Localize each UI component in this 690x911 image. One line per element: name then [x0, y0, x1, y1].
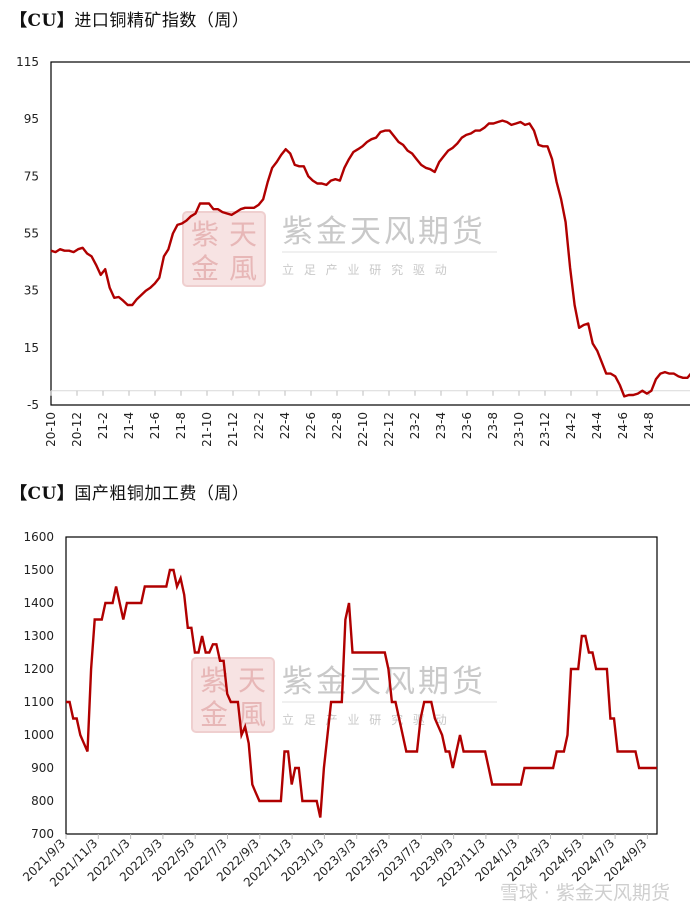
x-tick-label: 21-12 [226, 412, 240, 447]
y-tick-label: 115 [16, 55, 39, 69]
y-tick-label: 800 [31, 794, 54, 808]
x-tick-label: 23-6 [460, 412, 474, 439]
chart1-series-line [50, 119, 690, 398]
brand-watermark: 紫金天风期货 [282, 664, 486, 700]
x-tick-label: 21-10 [200, 412, 214, 447]
y-tick-label: 15 [24, 341, 39, 355]
plot-frame [50, 61, 690, 406]
svg-text:天: 天 [238, 664, 266, 697]
plot-frame [65, 536, 658, 835]
chart1-title-bracket: 【CU】 [10, 11, 75, 31]
x-tick-label: 22-6 [304, 412, 318, 439]
y-tick-label: 1500 [23, 563, 54, 577]
y-tick-label: 75 [24, 169, 39, 183]
x-tick-label: 23-4 [434, 412, 448, 439]
svg-text:紫: 紫 [191, 218, 219, 251]
svg-text:風: 風 [229, 252, 257, 285]
chart1-title: 【CU】进口铜精矿指数（周） [10, 6, 249, 31]
svg-text:金: 金 [200, 698, 228, 731]
chart1-plot: 紫天金 風紫金天风期货立 足 产 业 研 究 驱 动 -5 15 35 55 75 95 11… [16, 55, 690, 447]
y-tick-label: 1200 [23, 662, 54, 676]
chart2-series-line [66, 568, 657, 818]
y-tick-label: 1600 [23, 530, 54, 544]
y-tick-label: -5 [27, 398, 39, 412]
x-tick-label: 20-12 [70, 412, 84, 447]
chart1-axes: -5 15 35 55 75 95 115 20-10 20-12 21-2 21-4 21-6 21-… [16, 55, 690, 447]
x-tick-label: 22-4 [278, 412, 292, 439]
y-tick-label: 95 [24, 112, 39, 126]
x-tick-label: 22-12 [382, 412, 396, 447]
seal-watermark [191, 657, 275, 733]
y-tick-label: 35 [24, 284, 39, 298]
x-tick-label: 23-8 [486, 412, 500, 439]
x-tick-label: 24-4 [590, 412, 604, 439]
y-tick-label: 1100 [23, 695, 54, 709]
x-tick-label: 23-2 [408, 412, 422, 439]
chart2-plot: 紫天金 風紫金天风期货立 足 产 业 研 究 驱 动 70080090010001… [20, 530, 658, 890]
x-tick-label: 24-6 [616, 412, 630, 439]
x-tick-label: 21-4 [122, 412, 136, 439]
chart2-watermark: 紫天金 風紫金天风期货立 足 产 业 研 究 驱 动 [191, 657, 497, 733]
slogan-watermark: 立 足 产 业 研 究 驱 动 [282, 712, 450, 727]
chart1-title-text: 进口铜精矿指数（周） [74, 11, 250, 31]
chart1-watermark: 紫天金 風紫金天风期货立 足 产 业 研 究 驱 动 [182, 211, 497, 287]
svg-text:金: 金 [191, 252, 219, 285]
x-tick-label: 20-10 [44, 412, 58, 447]
x-tick-label: 24-2 [564, 412, 578, 439]
x-tick-label: 22-10 [356, 412, 370, 447]
brand-watermark: 紫金天风期货 [282, 214, 486, 250]
x-tick-label: 21-6 [148, 412, 162, 439]
x-tick-label: 21-2 [96, 412, 110, 439]
y-tick-label: 700 [31, 827, 54, 841]
y-tick-label: 1400 [23, 596, 54, 610]
svg-text:天: 天 [229, 218, 257, 251]
chart2-title-text: 国产粗铜加工费（周） [74, 484, 250, 504]
x-tick-label: 22-2 [252, 412, 266, 439]
x-tick-label: 23-10 [512, 412, 526, 447]
y-tick-label: 1000 [23, 728, 54, 742]
svg-text:紫: 紫 [200, 664, 228, 697]
chart2-title-bracket: 【CU】 [10, 484, 75, 504]
x-tick-label: 21-8 [174, 412, 188, 439]
y-tick-label: 55 [24, 227, 39, 241]
chart2-axes: 7008009001000110012001300140015001600202… [20, 530, 658, 890]
x-tick-label: 23-12 [538, 412, 552, 447]
x-tick-label: 22-8 [330, 412, 344, 439]
footer-watermark: 雪球 · 紫金天风期货 [499, 882, 670, 904]
slogan-watermark: 立 足 产 业 研 究 驱 动 [282, 262, 450, 277]
y-tick-label: 1300 [23, 629, 54, 643]
chart2-title: 【CU】国产粗铜加工费（周） [10, 479, 249, 504]
x-tick-label: 24-8 [642, 412, 656, 439]
y-tick-label: 900 [31, 761, 54, 775]
svg-text:風: 風 [238, 698, 266, 731]
